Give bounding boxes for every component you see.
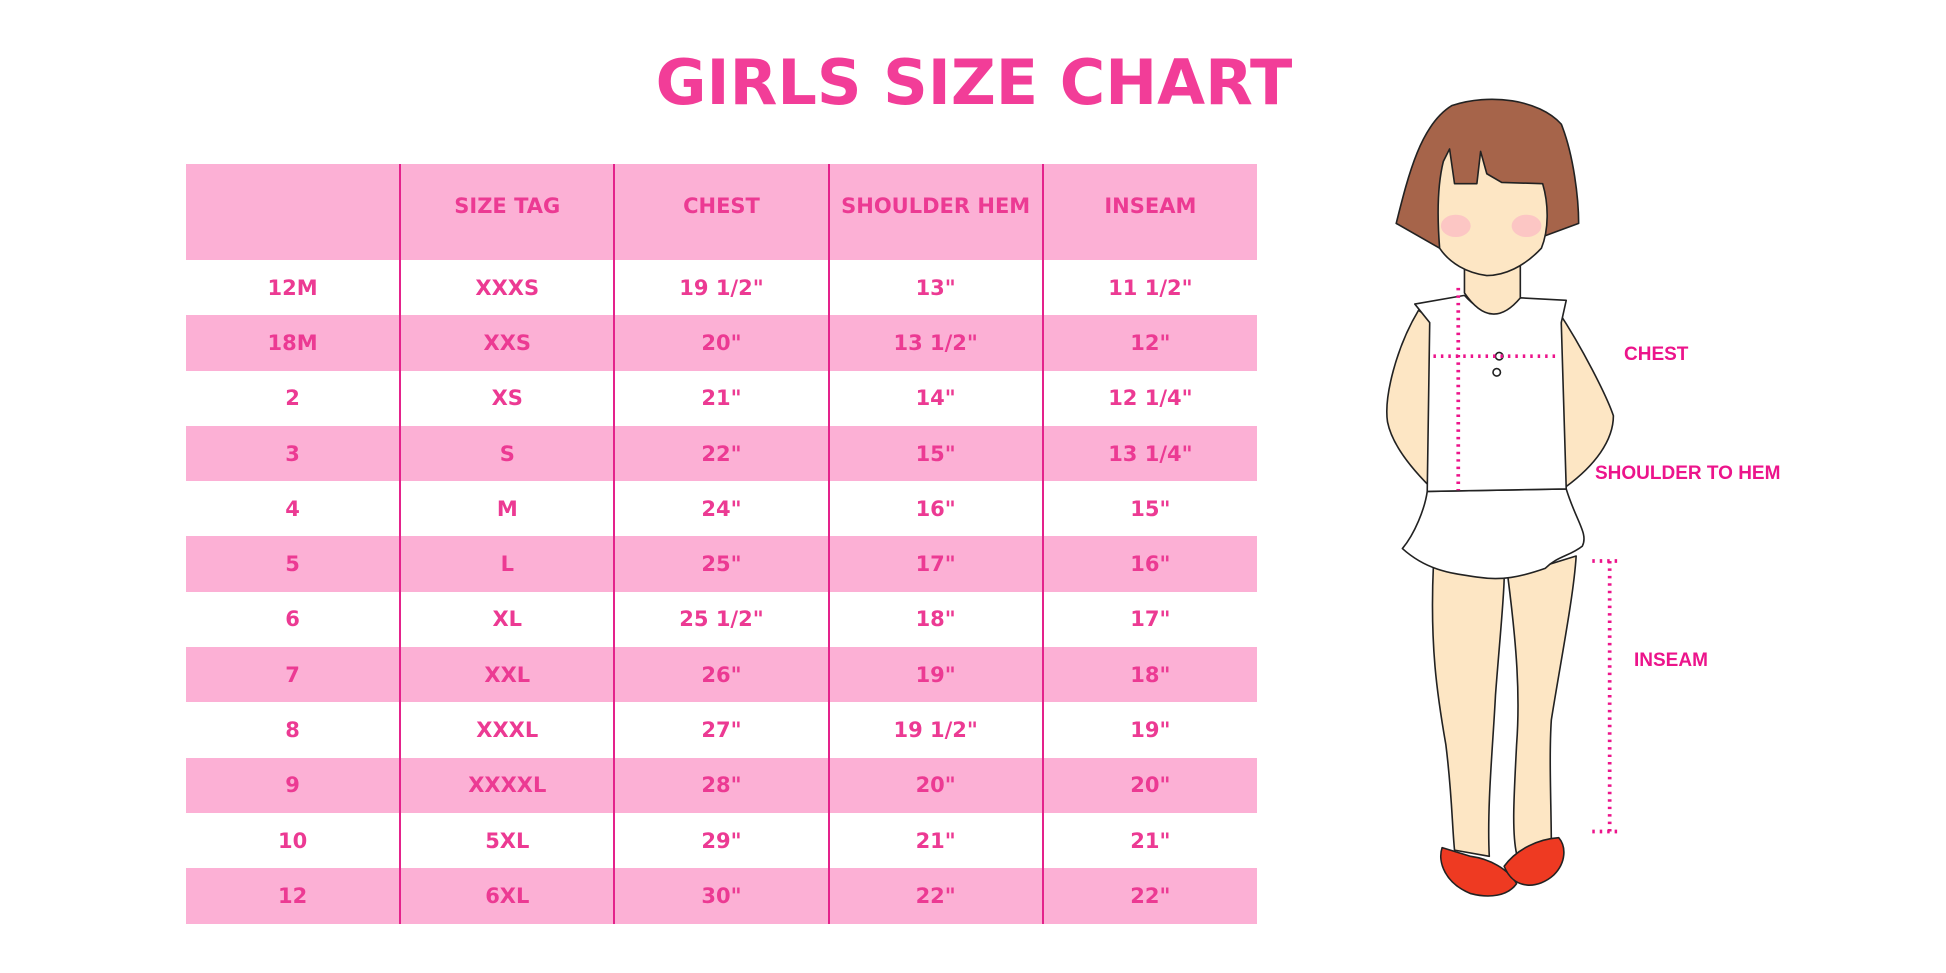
table-row: 10 5XL 29" 21" 21"	[186, 812, 1257, 869]
table-cell: 13 1/4"	[1041, 425, 1257, 482]
table-cell: XXXXL	[399, 757, 615, 813]
table-cell: 15"	[1041, 481, 1257, 537]
table-row: 4 M 24" 16" 15"	[186, 481, 1257, 537]
table-cell: 20"	[613, 315, 829, 371]
shoulder-to-hem-label: SHOULDER TO HEM	[1595, 463, 1781, 484]
table-cell: 12"	[1041, 315, 1257, 371]
table-cell: 8	[285, 718, 300, 743]
table-cell: XXS	[399, 315, 615, 371]
table-cell: 3	[285, 441, 300, 466]
table-cell: 28"	[613, 757, 829, 813]
table-cell: 22"	[1041, 868, 1257, 924]
table-cell: 13 1/2"	[827, 315, 1043, 371]
table-row: 18M XXS 20" 13 1/2" 12"	[186, 315, 1257, 371]
table-cell: 17"	[1041, 591, 1257, 648]
table-cell: 5	[285, 552, 300, 577]
table-header-row: SIZE TAG CHEST SHOULDER HEM INSEAM	[186, 164, 1257, 260]
table-cell: 21"	[827, 812, 1043, 869]
table-cell: 22"	[613, 425, 829, 482]
table-cell: 15"	[827, 425, 1043, 482]
table-cell: 11 1/2"	[1041, 260, 1257, 316]
table-cell: 16"	[1041, 536, 1257, 592]
chest-label: CHEST	[1624, 344, 1689, 365]
table-cell: L	[399, 536, 615, 592]
table-cell: 26"	[613, 647, 829, 703]
table-cell: 25 1/2"	[613, 591, 829, 648]
table-cell: M	[399, 481, 615, 537]
page-title: GIRLS SIZE CHART	[0, 46, 1946, 119]
table-row: 12M XXXS 19 1/2" 13" 11 1/2"	[186, 260, 1257, 316]
inseam-label: INSEAM	[1634, 650, 1708, 671]
table-cell: 18"	[1041, 647, 1257, 703]
table-cell: 27"	[613, 702, 829, 758]
table-row: 2 XS 21" 14" 12 1/4"	[186, 370, 1257, 426]
table-cell: 4	[285, 496, 300, 521]
table-cell: XXL	[399, 647, 615, 703]
size-table: SIZE TAG CHEST SHOULDER HEM INSEAM 12M XXXS 1…	[186, 164, 1257, 924]
table-cell: 2	[285, 386, 300, 411]
table-cell: 20"	[827, 757, 1043, 813]
column-header: CHEST	[613, 164, 829, 260]
table-cell: 21"	[1041, 812, 1257, 869]
table-row: 5 L 25" 17" 16"	[186, 536, 1257, 592]
table-cell: 12 1/4"	[1041, 370, 1257, 426]
table-cell: 16"	[827, 481, 1043, 537]
table-cell: 22"	[827, 868, 1043, 924]
table-cell: XXXL	[399, 702, 615, 758]
title-text: GIRLS SIZE CHART	[655, 46, 1293, 119]
table-row: 12 6XL 30" 22" 22"	[186, 868, 1257, 924]
shirt	[1414, 294, 1568, 493]
table-cell: XS	[399, 370, 615, 426]
table-cell: 19 1/2"	[827, 702, 1043, 758]
table-cell: 19"	[827, 647, 1043, 703]
table-cell: 12M	[267, 275, 318, 300]
table-row: 9 XXXXL 28" 20" 20"	[186, 757, 1257, 813]
left-shoe	[1440, 846, 1518, 897]
table-cell: XL	[399, 591, 615, 648]
column-header: SIZE TAG	[399, 164, 615, 260]
table-cell: 18"	[827, 591, 1043, 648]
column-header: INSEAM	[1041, 164, 1257, 260]
table-cell: 12	[277, 883, 308, 908]
table-cell: 17"	[827, 536, 1043, 592]
right-arm	[1556, 309, 1615, 488]
table-cell: 14"	[827, 370, 1043, 426]
table-cell: 7	[285, 662, 300, 687]
table-cell: 19"	[1041, 702, 1257, 758]
table-cell: XXXS	[399, 260, 615, 316]
table-row: 8 XXXL 27" 19 1/2" 19"	[186, 702, 1257, 758]
table-cell: 10	[277, 828, 308, 853]
table-row: 7 XXL 26" 19" 18"	[186, 647, 1257, 703]
table-cell: 25"	[613, 536, 829, 592]
skirt	[1401, 488, 1585, 580]
table-row: 3 S 22" 15" 13 1/4"	[186, 425, 1257, 482]
table-cell: 24"	[613, 481, 829, 537]
left-leg	[1431, 563, 1505, 858]
table-cell: 6	[285, 607, 300, 632]
table-cell: 21"	[613, 370, 829, 426]
table-cell: 19 1/2"	[613, 260, 829, 316]
table-cell: 29"	[613, 812, 829, 869]
table-cell: S	[399, 425, 615, 482]
table-cell: 6XL	[399, 868, 615, 924]
table-cell: 20"	[1041, 757, 1257, 813]
table-cell: 13"	[827, 260, 1043, 316]
table-row: 6 XL 25 1/2" 18" 17"	[186, 591, 1257, 648]
column-header: SHOULDER HEM	[827, 164, 1043, 260]
table-cell: 30"	[613, 868, 829, 924]
table-cell: 5XL	[399, 812, 615, 869]
right-leg	[1507, 555, 1577, 855]
right-shoe	[1503, 836, 1565, 886]
table-cell: 9	[285, 773, 300, 798]
table-cell: 18M	[267, 330, 318, 355]
face	[1437, 148, 1548, 277]
